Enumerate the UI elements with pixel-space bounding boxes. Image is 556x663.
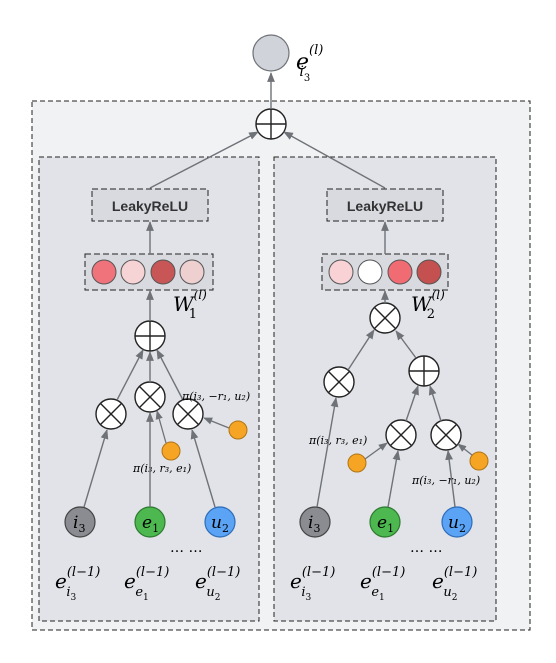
right-input-e1-label: e1: [377, 513, 394, 535]
right-product-node-mid: [385, 419, 417, 451]
left-input-i3-label: i3: [73, 513, 85, 535]
right-product-node-top: [369, 302, 401, 334]
right-weight-cell-3: [387, 259, 413, 285]
right-pi-label-right: π(i₃, −r₁, u₂): [411, 474, 480, 487]
arrow-left-prod1-to-sum: [116, 349, 144, 401]
arrow-right-u2-to-prodright: [445, 450, 456, 508]
left-product-node-1: [95, 398, 127, 430]
right-ellipsis: … …: [410, 540, 442, 556]
output-label: e(l) i3: [296, 43, 323, 84]
arrow-right-rel2-to-prodright: [457, 443, 473, 456]
left-embedding-e1: e(l−1) e1: [124, 565, 169, 603]
right-sum-node: [408, 355, 440, 387]
arrow-left-rel2-to-prod3: [203, 417, 230, 429]
left-weight-label: W(l) 1: [173, 288, 207, 322]
right-embedding-u2: e(l−1) u2: [432, 565, 477, 603]
left-input-e1-label: e1: [142, 513, 159, 535]
right-relu-box: [326, 188, 444, 222]
left-relu-box: [91, 188, 209, 222]
right-embedding-e1: e(l−1) e1: [360, 565, 405, 603]
arrow-right-e1-to-prodmid: [387, 450, 401, 508]
arrow-right-prodright-to-sum: [428, 385, 442, 422]
right-pi-label-left: π(i₃, r₃, e₁): [308, 434, 367, 447]
arrow-right-prodleft-to-prodtop: [347, 329, 375, 371]
arrow-right-rel1-to-prodmid: [364, 442, 388, 460]
arrow-right-relu-to-sum: [283, 131, 386, 189]
left-product-node-3: [172, 398, 204, 430]
right-relation-node-1: [347, 453, 367, 473]
left-relu-label: LeakyReLU: [112, 198, 188, 214]
left-input-u2: [204, 506, 236, 538]
right-input-e1: [369, 506, 401, 538]
left-sum-node: [134, 320, 166, 352]
left-ellipsis: … …: [170, 540, 202, 556]
left-weight-cell-2: [120, 259, 146, 285]
left-weight-cell-4: [179, 259, 205, 285]
left-relation-node-2: [228, 420, 248, 440]
right-embedding-i3: e(l−1) i3: [290, 565, 335, 603]
right-input-u2-label: u2: [448, 513, 466, 535]
right-input-u2: [441, 506, 473, 538]
left-input-i3: [64, 506, 96, 538]
left-weight-cell-1: [91, 259, 117, 285]
arrow-right-prodmid-to-sum: [405, 385, 419, 422]
arrow-left-relu-to-sum: [149, 131, 259, 189]
arrow-left-u2-to-prod3: [190, 429, 216, 508]
right-weight-cell-1: [328, 259, 354, 285]
arrow-left-rel1-to-prod2: [155, 410, 167, 444]
right-product-node-right: [430, 419, 462, 451]
left-product-node-2: [134, 381, 166, 413]
arrow-right-sum-to-prodtop: [395, 330, 417, 359]
left-pi-label-top: π(i₃, −r₁, u₂): [181, 390, 250, 403]
output-node: [252, 34, 290, 72]
left-embedding-i3: e(l−1) i3: [55, 565, 100, 603]
left-embedding-u2: e(l−1) u2: [195, 565, 240, 603]
right-input-i3: [299, 506, 331, 538]
left-input-u2-label: u2: [211, 513, 229, 535]
right-weight-label: W(l) 2: [411, 288, 445, 322]
arrow-left-i3-to-prod1: [83, 429, 109, 508]
left-relation-node-1: [161, 441, 181, 461]
top-sum-node: [255, 108, 287, 140]
arrow-right-i3-to-prodleft: [316, 397, 339, 508]
right-relu-label: LeakyReLU: [347, 198, 423, 214]
right-relation-node-2: [469, 451, 489, 471]
left-weight-cell-3: [150, 259, 176, 285]
left-pi-label-bottom: π(i₃, r₃, e₁): [132, 462, 191, 475]
right-weight-cell-2: [357, 259, 383, 285]
right-input-i3-label: i3: [308, 513, 320, 535]
right-weight-cell-4: [416, 259, 442, 285]
right-product-node-left: [323, 366, 355, 398]
arrow-left-prod3-to-sum: [156, 349, 184, 401]
